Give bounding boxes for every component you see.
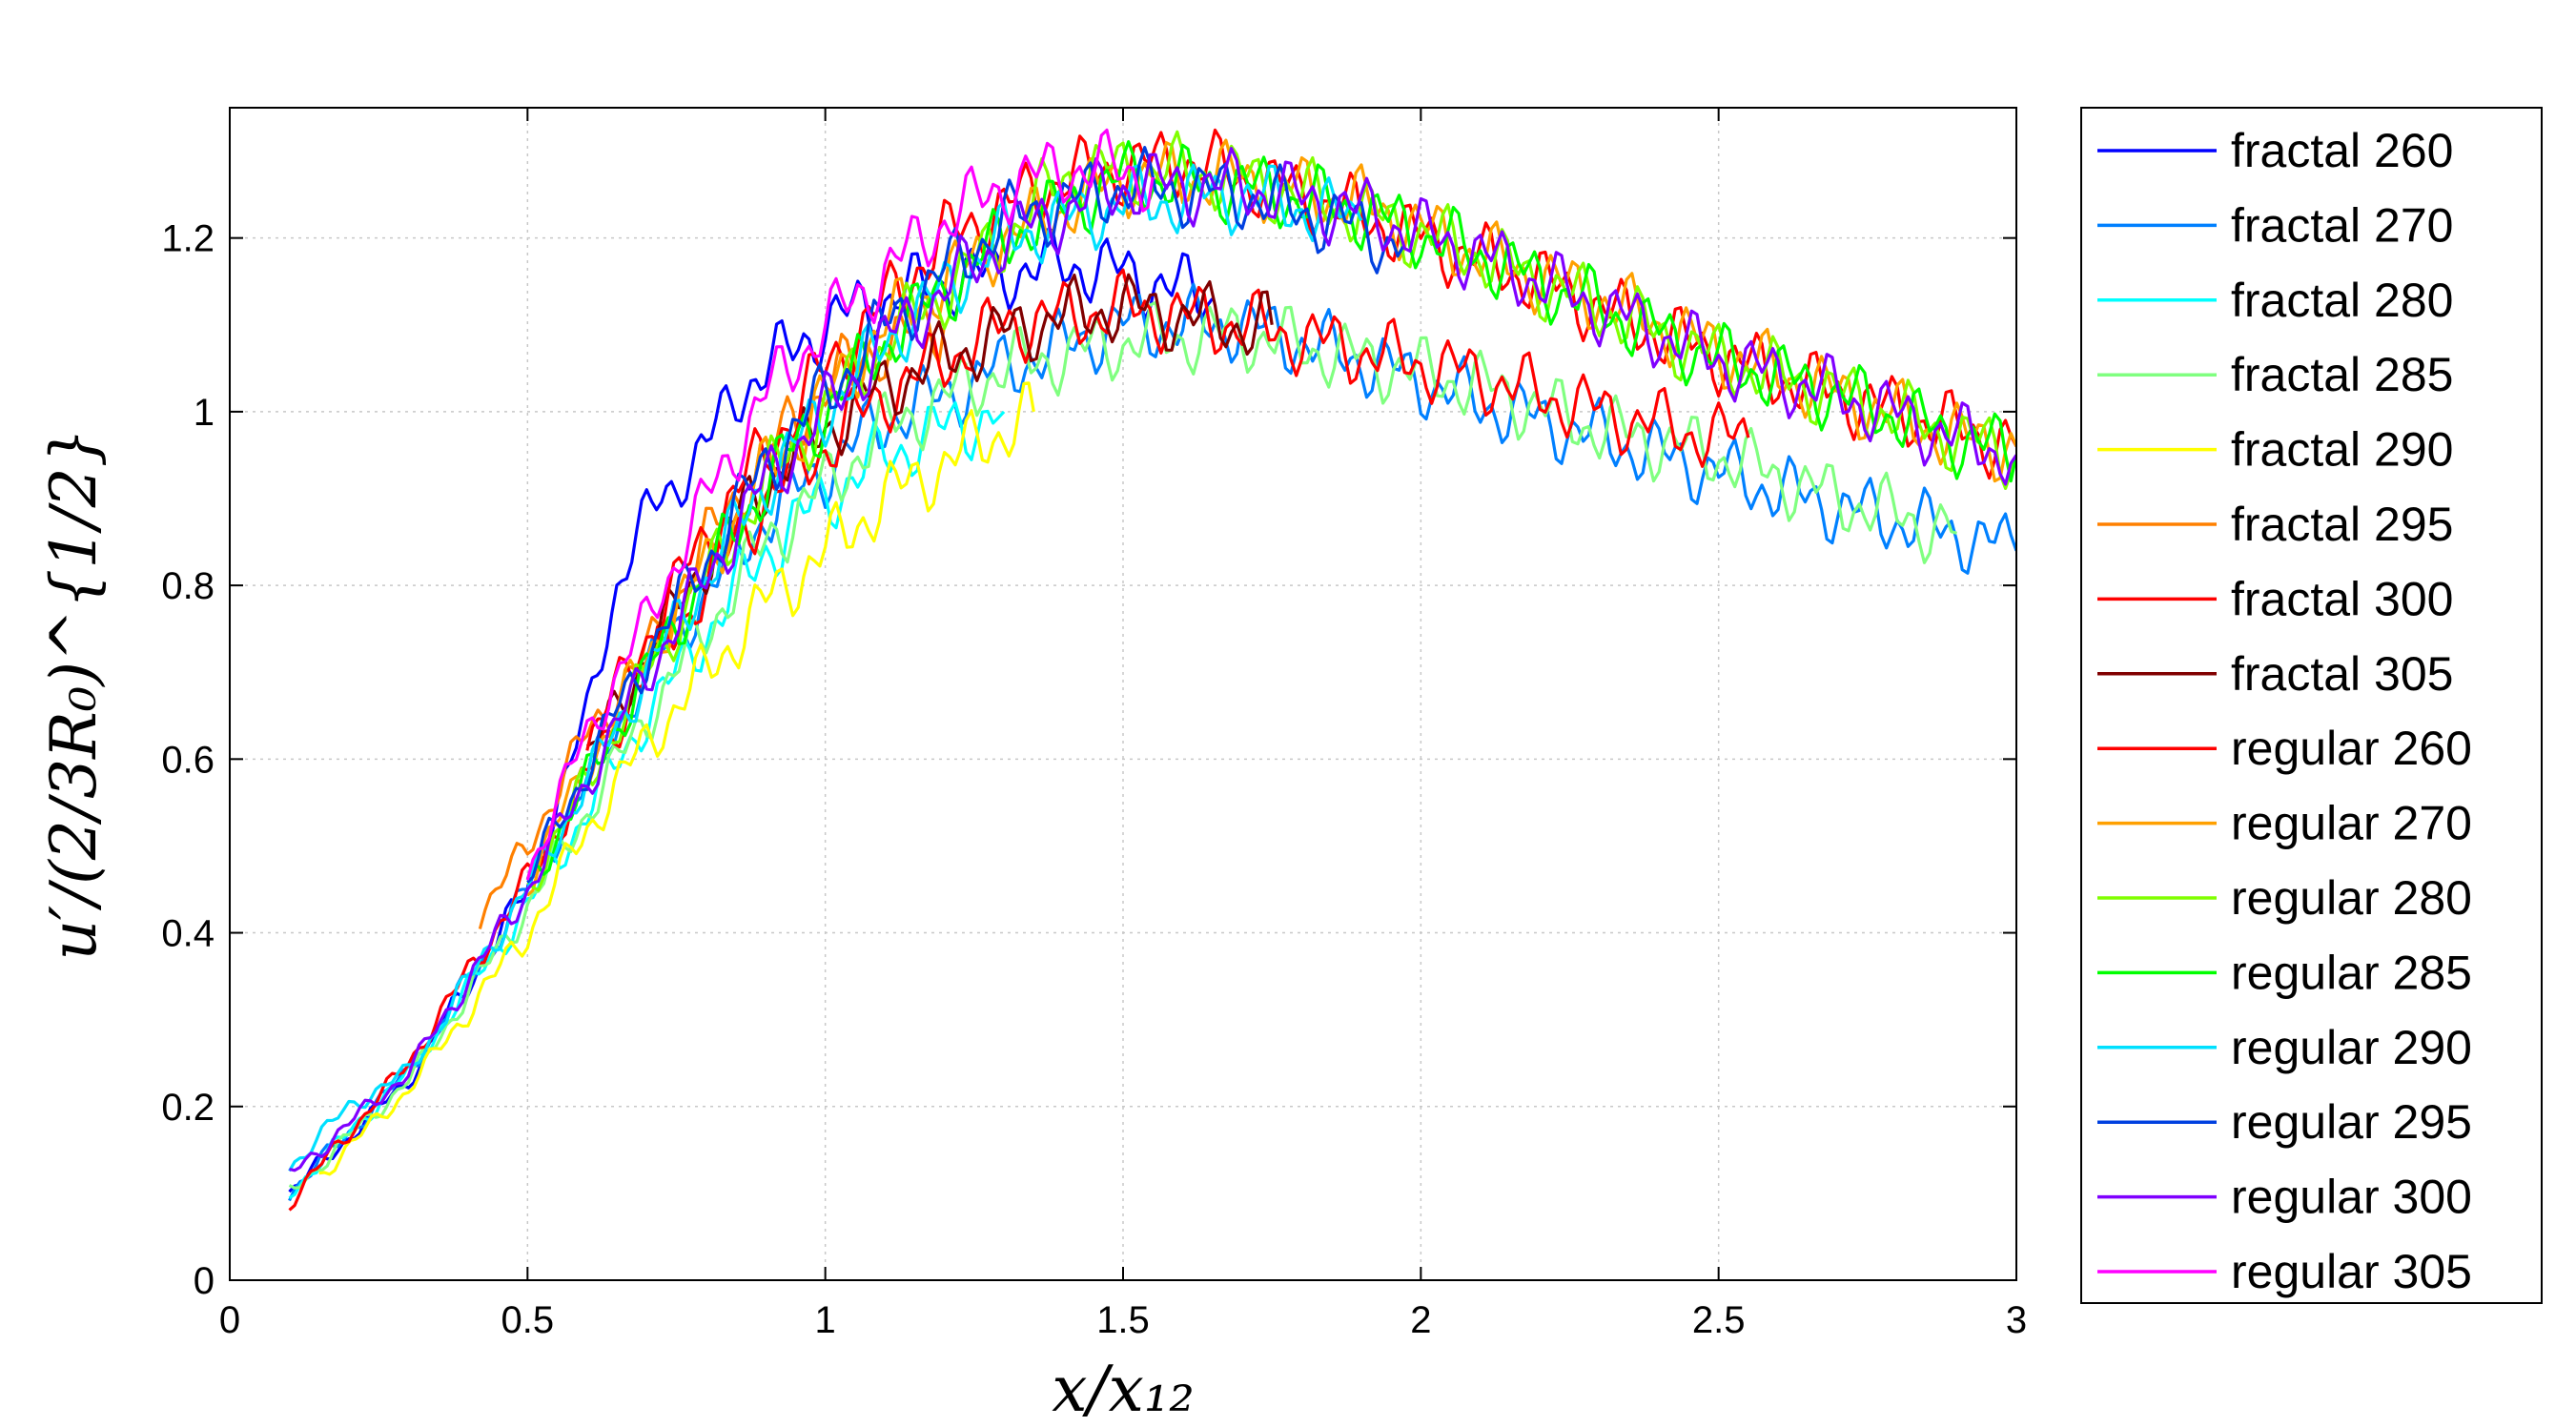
y-tick-label: 0.8 xyxy=(161,565,215,607)
y-tick-label: 1.2 xyxy=(161,218,215,260)
legend-entry-label: fractal 270 xyxy=(2231,198,2453,252)
legend-entry-label: regular 280 xyxy=(2231,871,2472,925)
y-tick-label: 1 xyxy=(194,392,215,434)
legend: fractal 260 fractal 270 fractal 280 fractal… xyxy=(2080,107,2543,1304)
y-axis-label: u′/(2/3R₀)^{1/2} xyxy=(37,427,111,960)
legend-entry-label: regular 260 xyxy=(2231,722,2472,775)
legend-entry-label: regular 295 xyxy=(2231,1095,2472,1149)
x-axis-label: x/x₁₂ xyxy=(1052,1353,1195,1426)
y-tick-label: 0.6 xyxy=(161,739,215,781)
legend-entry-label: fractal 290 xyxy=(2231,423,2453,477)
legend-box xyxy=(2080,107,2543,1304)
x-tick-label: 1.5 xyxy=(1096,1299,1150,1341)
legend-entry-label: fractal 285 xyxy=(2231,348,2453,401)
plot-area xyxy=(288,128,2016,1212)
series-line-regular-300 xyxy=(289,147,2016,1172)
series-line-regular-290 xyxy=(288,163,1363,1172)
y-tick-label: 0 xyxy=(194,1260,215,1302)
series-line-regular-295 xyxy=(526,146,1404,884)
axis-ticks: 0 0.5 1 1.5 2 2.5 3 0 0.2 0.4 0.6 0.8 1 1.2 xyxy=(161,108,2027,1341)
x-tick-label: 0.5 xyxy=(501,1299,555,1341)
grid xyxy=(230,108,2016,1280)
x-tick-label: 3 xyxy=(2006,1299,2027,1341)
legend-entry-label: regular 270 xyxy=(2231,797,2472,850)
x-tick-label: 1 xyxy=(815,1299,836,1341)
y-tick-label: 0.4 xyxy=(161,913,215,955)
x-tick-label: 2 xyxy=(1410,1299,1431,1341)
x-tick-label: 2.5 xyxy=(1692,1299,1746,1341)
legend-entry-label: regular 300 xyxy=(2231,1171,2472,1224)
legend-entry-label: regular 285 xyxy=(2231,946,2472,999)
legend-entry-label: regular 305 xyxy=(2231,1245,2472,1298)
y-tick-label: 0.2 xyxy=(161,1087,215,1129)
series-line-regular-305 xyxy=(525,128,1155,881)
legend-entry-label: fractal 300 xyxy=(2231,572,2453,625)
legend-entry-label: fractal 280 xyxy=(2231,274,2453,327)
legend-entry-label: regular 290 xyxy=(2231,1021,2472,1074)
series-line-fractal-260 xyxy=(288,228,1214,1193)
series-line-fractal-290 xyxy=(318,381,1035,1176)
legend-entry-label: fractal 260 xyxy=(2231,124,2453,177)
legend-entry-label: fractal 305 xyxy=(2231,647,2453,701)
legend-entry-label: fractal 295 xyxy=(2231,498,2453,551)
x-tick-label: 0 xyxy=(219,1299,240,1341)
